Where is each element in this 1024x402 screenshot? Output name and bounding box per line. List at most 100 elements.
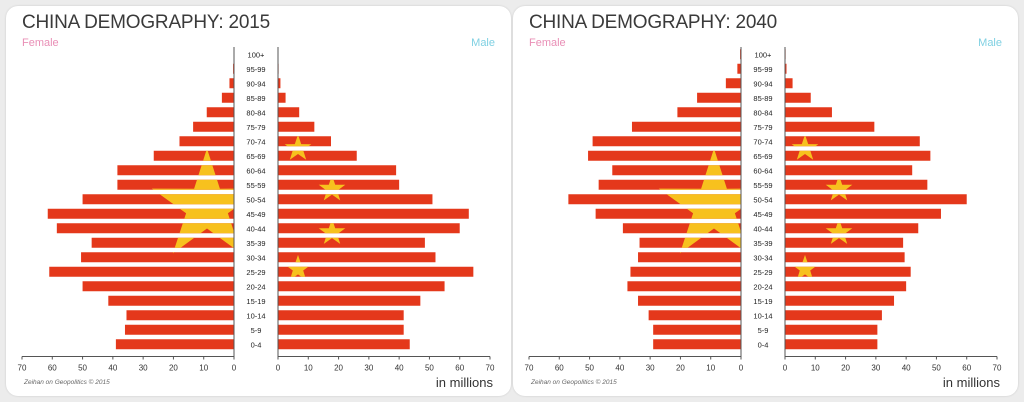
female-bar [91,237,235,248]
female-bar [638,295,741,306]
male-bar [785,107,832,118]
age-group-label: 85-89 [753,94,772,103]
x-tick-label: 10 [706,364,715,373]
male-bar [785,121,875,132]
male-legend-label: Male [978,37,1002,49]
age-group-label: 65-69 [753,152,772,161]
units-label: in millions [435,375,493,390]
female-bar [737,63,741,74]
age-group-label: 5-9 [251,326,262,335]
x-tick-label: 30 [364,364,373,373]
x-tick-label: 10 [811,364,820,373]
population-pyramid-2015: 100+ 95-99 90-94 85-89 80-84 75-79 70-74 65-69 6… [18,47,495,373]
age-group-label: 55-59 [246,181,265,190]
male-bar [278,310,404,321]
male-bar [785,237,904,248]
male-bar [785,63,787,74]
x-tick-label: 20 [169,364,178,373]
x-tick-label: 60 [48,364,57,373]
male-bar [278,266,474,277]
male-bar [278,121,315,132]
age-group-label: 75-79 [246,123,265,132]
age-group-label: 25-29 [246,268,265,277]
female-bar [588,150,741,161]
female-bar [115,339,234,350]
female-bar [630,266,741,277]
male-bar [785,339,878,350]
female-bar [82,194,234,205]
male-bar [785,310,882,321]
female-bar [592,136,741,147]
female-bar [108,295,234,306]
age-group-label: 30-34 [753,253,772,262]
male-bar [278,237,425,248]
male-bar [785,324,878,335]
female-bar [725,78,741,89]
female-bar [653,339,741,350]
male-bar [785,165,913,176]
flag-small-star [318,175,346,201]
credit-text: Zeihan on Geopolitics © 2015 [24,379,110,386]
chart-panel-2015: CHINA DEMOGRAPHY: 2015 Female Male 100+ 9… [6,6,511,396]
x-tick-label: 20 [334,364,343,373]
x-tick-label: 30 [646,364,655,373]
male-bar [278,324,404,335]
female-bar [631,121,741,132]
female-bar [697,92,741,103]
age-group-label: 70-74 [753,137,772,146]
age-group-label: 70-74 [246,137,265,146]
x-tick-label: 60 [962,364,971,373]
x-tick-label: 30 [139,364,148,373]
x-tick-label: 70 [18,364,27,373]
female-bar [126,310,234,321]
female-bar [627,281,741,292]
female-legend-label: Female [22,37,59,49]
age-group-label: 60-64 [246,166,265,175]
age-group-label: 75-79 [753,123,772,132]
x-tick-label: 50 [932,364,941,373]
age-group-label: 45-49 [753,210,772,219]
chart-title-2015: CHINA DEMOGRAPHY: 2015 [22,12,270,33]
female-bar [677,107,741,118]
x-tick-label: 60 [555,364,564,373]
male-bar [278,136,331,147]
age-group-label: 20-24 [753,282,772,291]
age-group-label: 15-19 [753,297,772,306]
age-group-label: 90-94 [246,79,265,88]
flag-small-star [791,254,819,281]
male-bar [785,179,928,190]
age-group-label: 5-9 [758,326,769,335]
x-tick-label: 40 [615,364,624,373]
female-bar [153,150,234,161]
age-group-label: 100+ [755,50,773,59]
female-bar [49,266,234,277]
female-bar [598,179,741,190]
age-group-label: 100+ [248,50,266,59]
age-group-label: 50-54 [246,195,265,204]
female-bar [595,208,741,219]
chart-title-2040: CHINA DEMOGRAPHY: 2040 [529,12,777,33]
age-group-label: 55-59 [753,181,772,190]
x-tick-label: 20 [841,364,850,373]
male-bar [785,208,941,219]
male-bar [785,78,793,89]
age-group-label: 65-69 [246,152,265,161]
x-tick-label: 0 [739,364,744,373]
bars-group [568,49,967,350]
age-group-label: 85-89 [246,94,265,103]
male-bar [278,78,281,89]
x-tick-label: 40 [395,364,404,373]
credit-text: Zeihan on Geopolitics © 2015 [531,379,617,386]
flag-big-star [151,148,263,254]
age-group-label: 95-99 [246,65,265,74]
age-group-label: 20-24 [246,282,265,291]
flag-small-star [318,218,346,244]
male-bar [278,107,300,118]
age-group-label: 90-94 [753,79,772,88]
male-bar [785,92,811,103]
male-bar [785,150,931,161]
x-tick-label: 60 [455,364,464,373]
x-tick-label: 70 [993,364,1002,373]
female-bar [229,78,234,89]
flag-small-star [284,254,312,281]
